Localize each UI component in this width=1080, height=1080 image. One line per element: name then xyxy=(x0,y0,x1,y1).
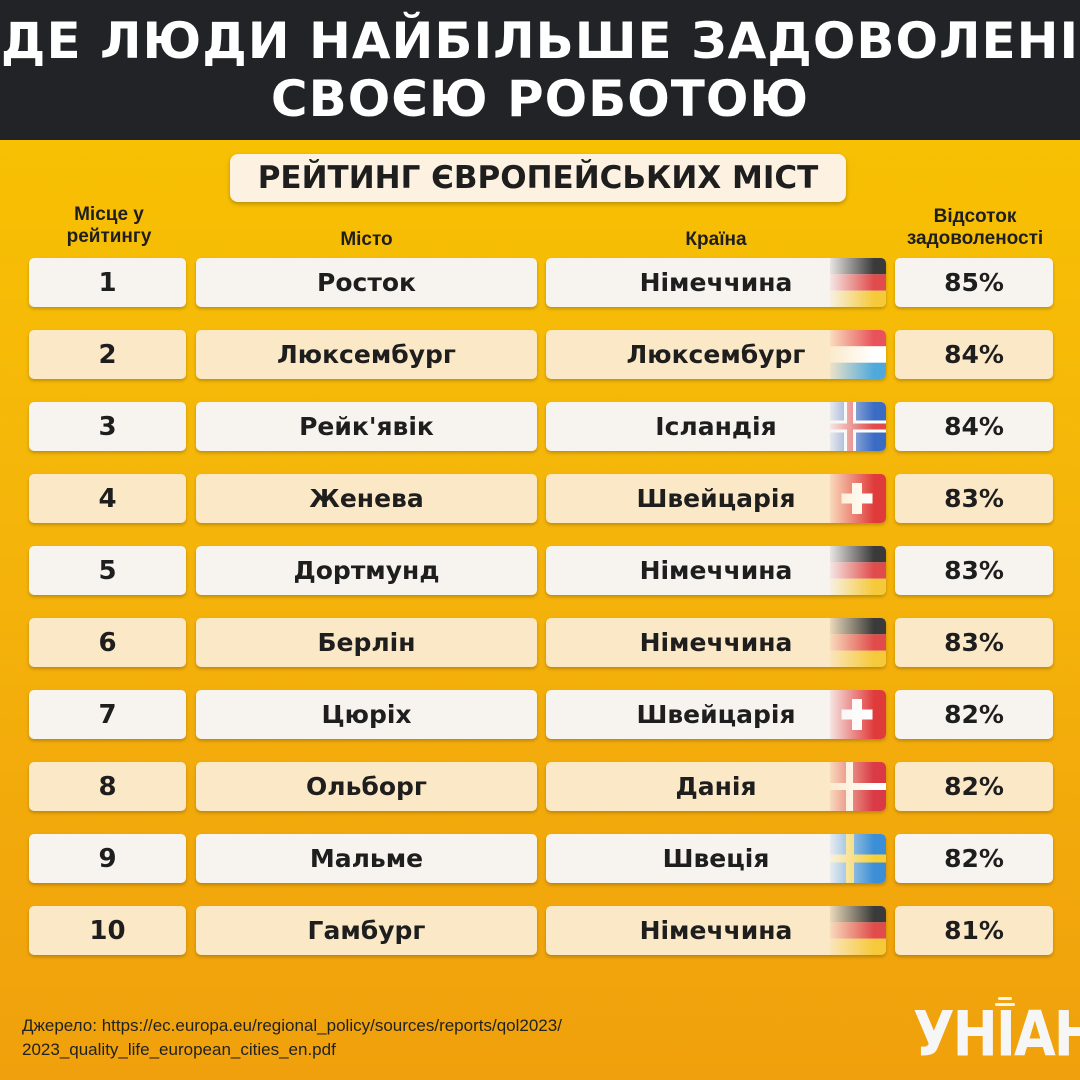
rank-cell: 2 xyxy=(29,330,186,379)
satisfaction-cell: 84% xyxy=(895,330,1053,379)
city-cell: Ольборг xyxy=(196,762,537,811)
rank-cell: 1 xyxy=(29,258,186,307)
country-name: Швейцарія xyxy=(636,700,796,729)
country-name: Ісландія xyxy=(655,412,777,441)
country-cell: Німеччина xyxy=(546,906,886,955)
rank-cell: 9 xyxy=(29,834,186,883)
country-name: Люксембург xyxy=(626,340,806,369)
logo-bars-icon xyxy=(995,997,1015,1006)
germany-flag-icon xyxy=(830,618,886,667)
germany-flag-icon xyxy=(830,906,886,955)
country-name: Данія xyxy=(675,772,757,801)
country-cell: Швейцарія xyxy=(546,690,886,739)
country-cell: Ісландія xyxy=(546,402,886,451)
satisfaction-cell: 83% xyxy=(895,474,1053,523)
country-name: Німеччина xyxy=(639,268,793,297)
country-name: Німеччина xyxy=(639,628,793,657)
country-cell: Швеція xyxy=(546,834,886,883)
source-note: Джерело: https://ec.europa.eu/regional_p… xyxy=(22,1014,782,1062)
subtitle-badge: РЕЙТИНГ ЄВРОПЕЙСЬКИХ МІСТ xyxy=(230,154,846,202)
unian-logo: УНІАН xyxy=(913,982,1080,1065)
city-cell: Дортмунд xyxy=(196,546,537,595)
column-header-rank-line2: рейтингу xyxy=(66,226,152,247)
rank-cell: 6 xyxy=(29,618,186,667)
country-name: Німеччина xyxy=(639,556,793,585)
city-cell: Мальме xyxy=(196,834,537,883)
luxembourg-flag-icon xyxy=(830,330,886,379)
source-line-2: 2023_quality_life_european_cities_en.pdf xyxy=(22,1040,336,1059)
city-cell: Рейк'явік xyxy=(196,402,537,451)
denmark-flag-icon xyxy=(830,762,886,811)
city-cell: Берлін xyxy=(196,618,537,667)
column-header-city: Місто xyxy=(340,229,393,250)
page-title-line-2: СВОЄЮ РОБОТОЮ xyxy=(270,70,810,128)
city-cell: Гамбург xyxy=(196,906,537,955)
switzerland-flag-icon xyxy=(830,690,886,739)
city-cell: Цюріх xyxy=(196,690,537,739)
logo-text: УНІАН xyxy=(913,998,1080,1071)
satisfaction-cell: 82% xyxy=(895,762,1053,811)
title-banner: ДЕ ЛЮДИ НАЙБІЛЬШЕ ЗАДОВОЛЕНІ СВОЄЮ РОБОТ… xyxy=(0,0,1080,140)
satisfaction-cell: 83% xyxy=(895,618,1053,667)
country-cell: Німеччина xyxy=(546,618,886,667)
switzerland-flag-icon xyxy=(830,474,886,523)
column-header-satisfaction-line2: задоволеності xyxy=(906,228,1044,249)
column-header-rank-line1: Місце у xyxy=(74,204,144,225)
country-name: Швейцарія xyxy=(636,484,796,513)
rank-cell: 3 xyxy=(29,402,186,451)
rank-cell: 4 xyxy=(29,474,186,523)
sweden-flag-icon xyxy=(830,834,886,883)
iceland-flag-icon xyxy=(830,402,886,451)
country-cell: Німеччина xyxy=(546,258,886,307)
rank-cell: 5 xyxy=(29,546,186,595)
city-cell: Люксембург xyxy=(196,330,537,379)
country-name: Швеція xyxy=(662,844,770,873)
country-cell: Німеччина xyxy=(546,546,886,595)
country-cell: Данія xyxy=(546,762,886,811)
page-title-line-1: ДЕ ЛЮДИ НАЙБІЛЬШЕ ЗАДОВОЛЕНІ xyxy=(0,12,1080,70)
satisfaction-cell: 83% xyxy=(895,546,1053,595)
country-cell: Люксембург xyxy=(546,330,886,379)
city-cell: Росток xyxy=(196,258,537,307)
satisfaction-cell: 84% xyxy=(895,402,1053,451)
germany-flag-icon xyxy=(830,546,886,595)
column-header-satisfaction-line1: Відсоток xyxy=(933,206,1017,227)
rank-cell: 8 xyxy=(29,762,186,811)
country-name: Німеччина xyxy=(639,916,793,945)
column-header-satisfaction: Відсоток задоволеності xyxy=(885,206,1065,250)
country-cell: Швейцарія xyxy=(546,474,886,523)
rank-cell: 7 xyxy=(29,690,186,739)
satisfaction-cell: 82% xyxy=(895,690,1053,739)
column-header-country: Країна xyxy=(685,229,747,250)
city-cell: Женева xyxy=(196,474,537,523)
satisfaction-cell: 85% xyxy=(895,258,1053,307)
satisfaction-cell: 82% xyxy=(895,834,1053,883)
germany-flag-icon xyxy=(830,258,886,307)
column-header-rank: Місце у рейтингу xyxy=(40,204,178,248)
rank-cell: 10 xyxy=(29,906,186,955)
source-line-1: Джерело: https://ec.europa.eu/regional_p… xyxy=(22,1016,562,1035)
satisfaction-cell: 81% xyxy=(895,906,1053,955)
